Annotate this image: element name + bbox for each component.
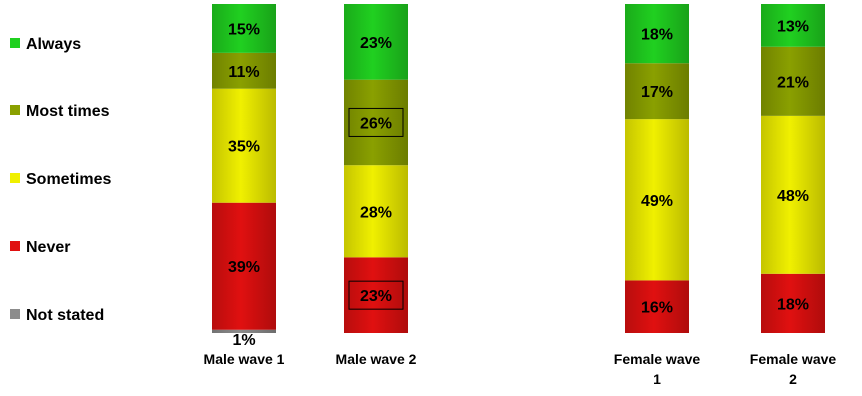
bar-segment-male-wave-1-always xyxy=(212,4,276,53)
bar-segment-female-wave-1-never xyxy=(625,280,689,333)
legend-label-sometimes: Sometimes xyxy=(26,171,112,188)
bar-segment-male-wave-1-most-times xyxy=(212,52,276,89)
data-label-male-wave-1-always: 15% xyxy=(228,21,260,38)
legend-swatch-sometimes xyxy=(10,173,20,183)
bar-segment-female-wave-1-most-times xyxy=(625,63,689,120)
data-label-female-wave-1-sometimes: 49% xyxy=(641,193,673,210)
legend-item-sometimes: Sometimes xyxy=(10,171,111,189)
legend-item-most-times: Most times xyxy=(10,103,110,121)
legend-label-never: Never xyxy=(26,239,71,256)
data-label-female-wave-1-always: 18% xyxy=(641,27,673,44)
bar-segment-male-wave-1-sometimes xyxy=(212,88,276,203)
bar-segment-female-wave-2-always xyxy=(761,4,825,47)
data-label-male-wave-1-most-times: 11% xyxy=(228,64,259,81)
bar-segment-male-wave-2-most-times xyxy=(344,79,408,166)
data-label-male-wave-2-sometimes: 28% xyxy=(360,204,392,221)
category-label-male-wave-2: Male wave 2 xyxy=(336,351,417,367)
bar-segment-female-wave-1-always xyxy=(625,4,689,64)
legend-label-always: Always xyxy=(26,36,82,53)
data-label-female-wave-1-never: 16% xyxy=(641,300,673,317)
data-label-male-wave-2-always: 23% xyxy=(360,35,392,52)
bar-segment-female-wave-2-sometimes xyxy=(761,115,825,274)
legend-item-always: Always xyxy=(10,36,81,54)
category-label-female-wave-1-line-2: 1 xyxy=(653,371,661,387)
bar-segment-male-wave-2-always xyxy=(344,4,408,80)
bar-segment-female-wave-2-never xyxy=(761,273,825,333)
data-label-female-wave-2-always: 13% xyxy=(777,18,809,35)
category-label-male-wave-1: Male wave 1 xyxy=(204,351,285,367)
legend-label-most-times: Most times xyxy=(26,103,110,120)
data-label-male-wave-2-most-times: 26% xyxy=(360,115,392,132)
bar-segment-male-wave-2-sometimes xyxy=(344,165,408,258)
data-label-female-wave-2-never: 18% xyxy=(777,296,809,313)
data-label-male-wave-1-never: 39% xyxy=(228,259,260,276)
data-label-box-male-wave-2-never xyxy=(348,280,404,310)
category-label-female-wave-1-line-1: Female wave xyxy=(614,351,701,367)
data-label-male-wave-1-sometimes: 35% xyxy=(228,139,260,156)
data-label-male-wave-1-not-stated: 1% xyxy=(232,332,255,349)
legend-swatch-most-times xyxy=(10,105,20,115)
legend-item-never: Never xyxy=(10,239,70,257)
legend-label-not-stated: Not stated xyxy=(26,307,105,324)
data-label-female-wave-1-most-times: 17% xyxy=(641,84,673,101)
legend-item-not-stated: Not stated xyxy=(10,307,104,325)
data-label-male-wave-2-never: 23% xyxy=(360,288,392,305)
data-label-box-male-wave-2-most-times xyxy=(348,107,404,137)
legend-swatch-not-stated xyxy=(10,309,20,319)
category-label-female-wave-2-line-2: 2 xyxy=(789,371,797,387)
category-label-female-wave-2-line-1: Female wave xyxy=(750,351,837,367)
legend-swatch-always xyxy=(10,38,20,48)
legend-swatch-never xyxy=(10,241,20,251)
bar-segment-male-wave-1-never xyxy=(212,202,276,330)
data-label-female-wave-2-sometimes: 48% xyxy=(777,188,809,205)
bar-segment-female-wave-2-most-times xyxy=(761,46,825,116)
bar-segment-female-wave-1-sometimes xyxy=(625,119,689,281)
data-label-female-wave-2-most-times: 21% xyxy=(777,74,809,91)
bar-segment-male-wave-2-never xyxy=(344,257,408,333)
bar-segment-male-wave-1-not-stated xyxy=(212,329,276,333)
